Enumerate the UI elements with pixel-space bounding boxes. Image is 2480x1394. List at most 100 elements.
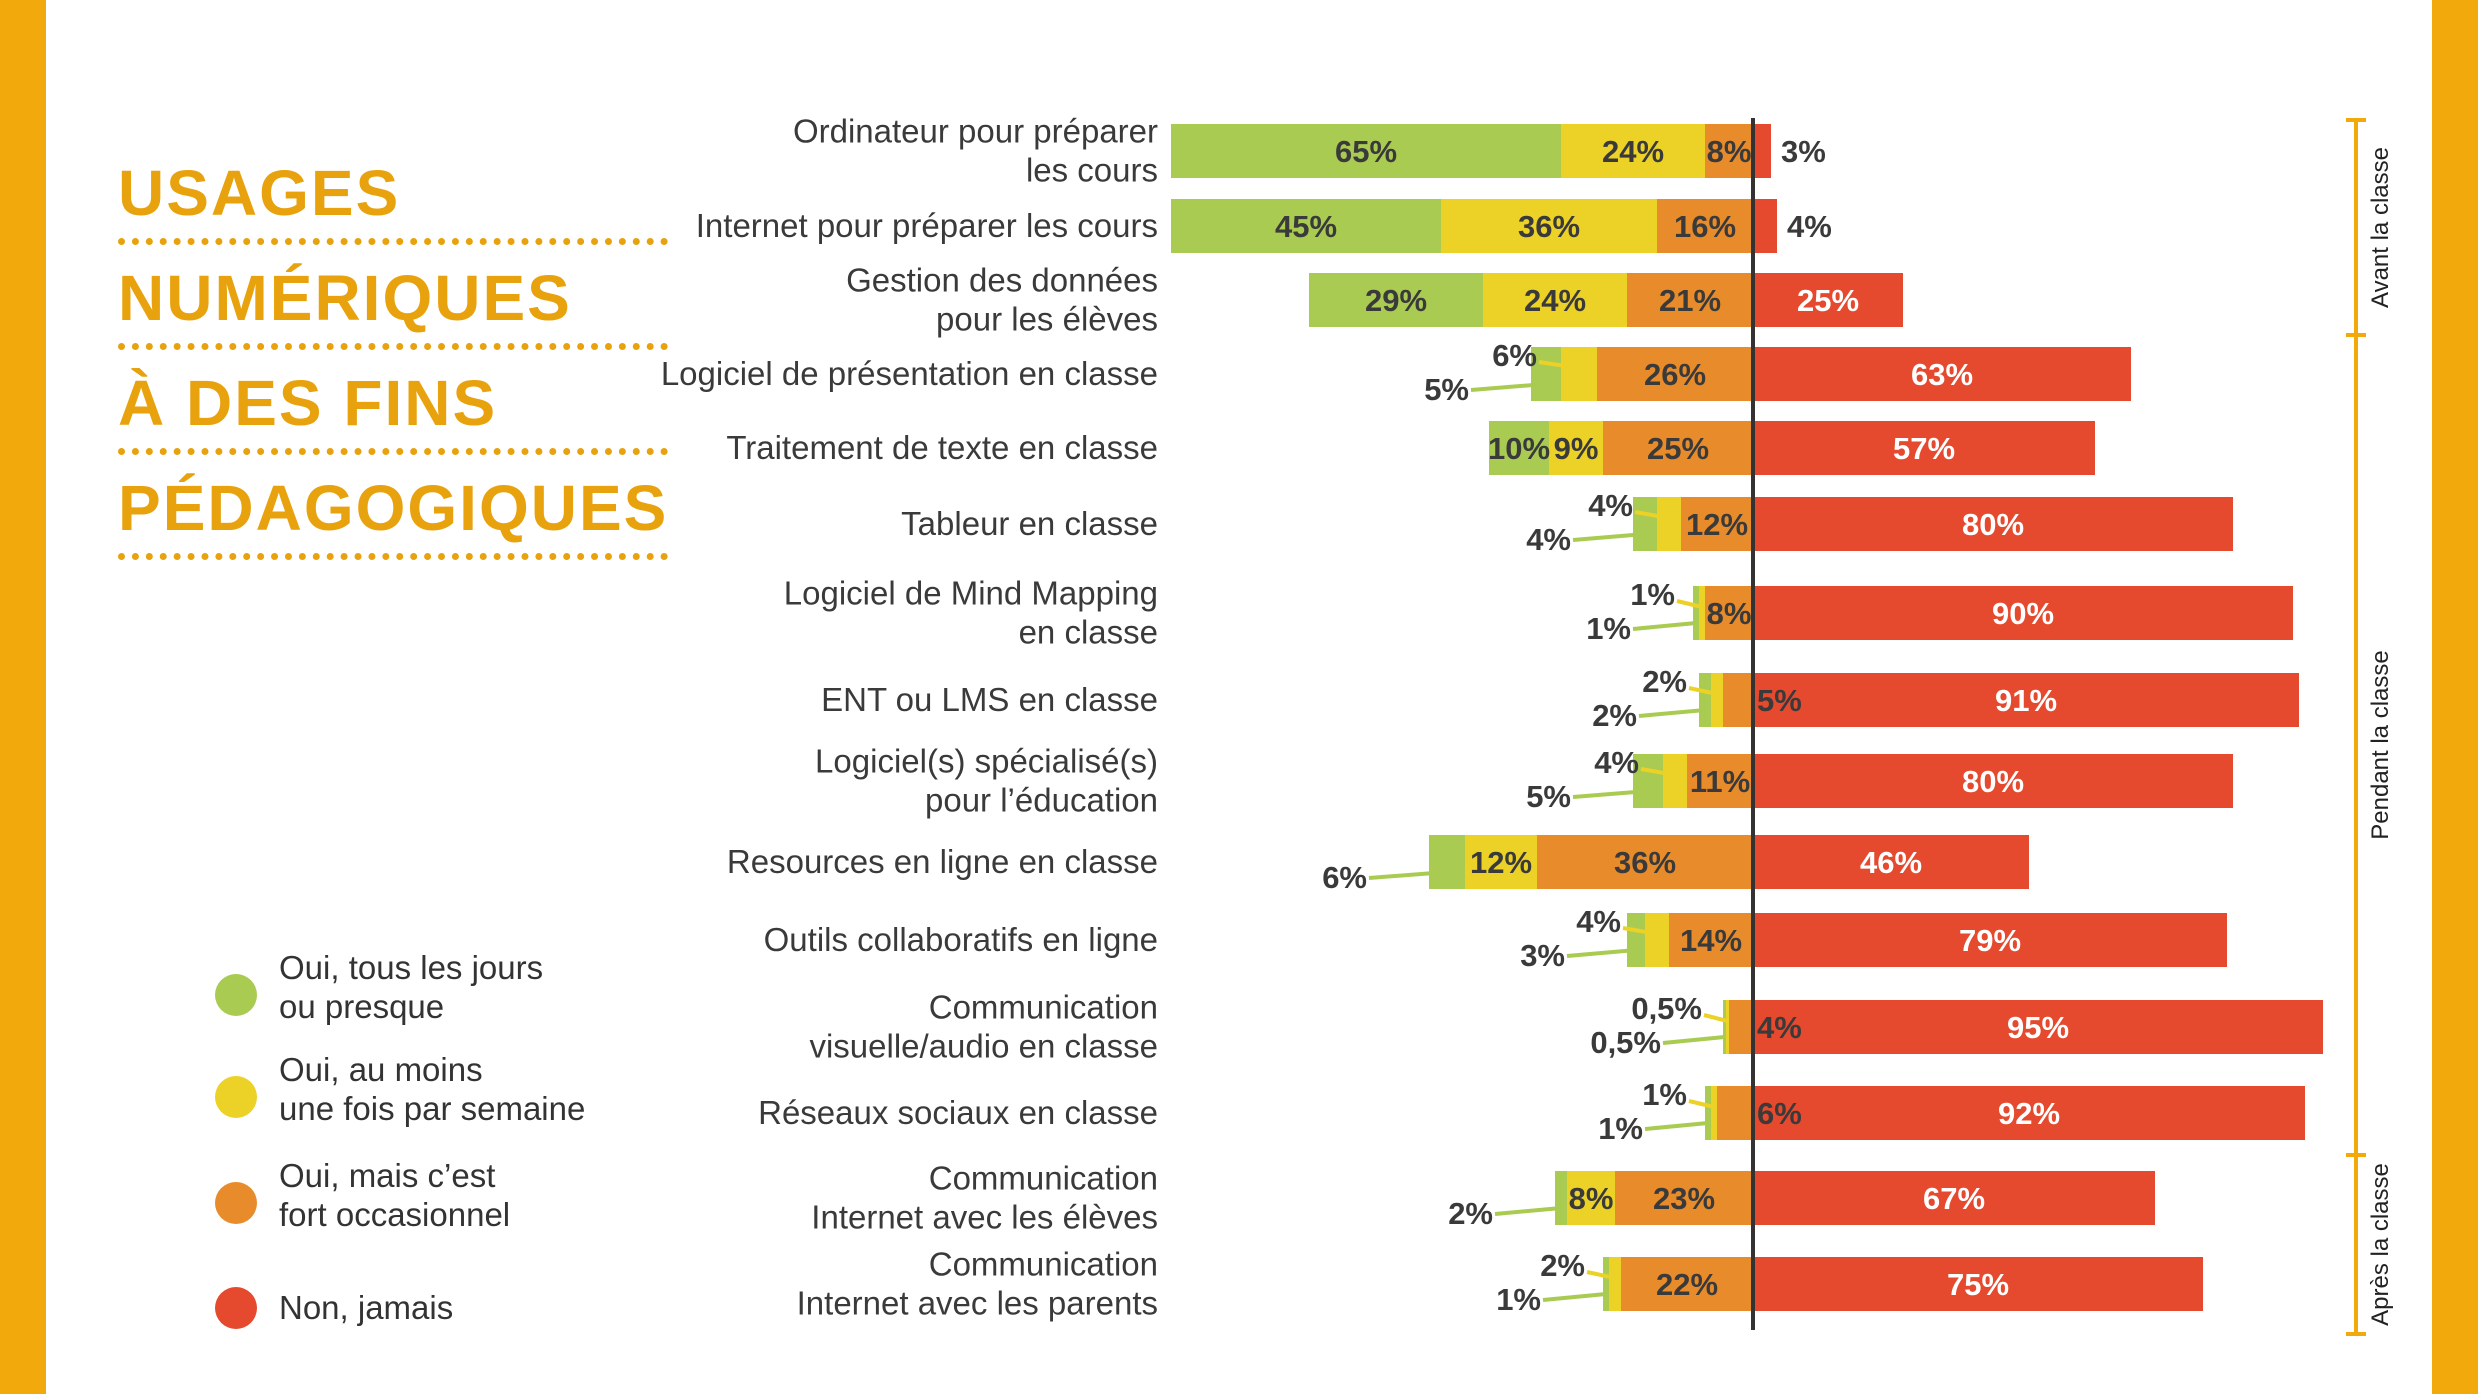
value-label-never-14: 75% <box>1947 1267 2009 1302</box>
title-line-4: PÉDAGOGIQUES <box>118 475 669 560</box>
bar-never-9 <box>1753 835 2029 889</box>
value-label-never-8: 80% <box>1962 764 2024 799</box>
value-label-never-12: 92% <box>1998 1096 2060 1131</box>
value-label-weekly-9: 12% <box>1470 845 1532 880</box>
value-label-occasional-1: 16% <box>1674 209 1736 244</box>
row-label-14-1: Internet avec les parents <box>797 1285 1158 1322</box>
value-label-weekly-13: 8% <box>1569 1181 1614 1216</box>
bar-daily-12 <box>1705 1086 1711 1140</box>
bar-occasional-5 <box>1681 497 1753 551</box>
bar-daily-8 <box>1633 754 1663 808</box>
bar-never-7 <box>1753 673 2299 727</box>
value-label-never-2: 25% <box>1797 283 1859 318</box>
left-frame-bar <box>0 0 46 1394</box>
bar-daily-11 <box>1723 1000 1726 1054</box>
value-label-occasional-13: 23% <box>1653 1181 1715 1216</box>
value-label-never-9: 46% <box>1860 845 1922 880</box>
leader-line-daily-13 <box>1494 1206 1562 1216</box>
row-label-14-0: Communication <box>929 1246 1158 1283</box>
value-label-daily-0: 65% <box>1335 134 1397 169</box>
row-label-9-0: Resources en ligne en classe <box>727 843 1158 880</box>
leader-line-daily-8 <box>1572 789 1649 799</box>
legend-dot-occasional <box>215 1182 257 1224</box>
bar-daily-6 <box>1693 586 1699 640</box>
bar-weekly-0 <box>1561 124 1705 178</box>
bar-weekly-3 <box>1561 347 1597 401</box>
row-label-11-1: visuelle/audio en classe <box>809 1028 1158 1065</box>
bar-daily-4 <box>1489 421 1549 475</box>
leader-line-daily-11 <box>1662 1035 1725 1045</box>
title-line-1: USAGES <box>118 160 669 245</box>
value-label-weekly-5: 4% <box>1588 488 1633 523</box>
title-line-2: NUMÉRIQUES <box>118 265 669 350</box>
leader-line-weekly-11 <box>1703 1013 1728 1023</box>
row-label-8-1: pour l’éducation <box>925 782 1158 819</box>
value-label-never-3: 63% <box>1911 357 1973 392</box>
bar-weekly-10 <box>1645 913 1669 967</box>
value-label-occasional-3: 26% <box>1644 357 1706 392</box>
value-label-daily-9: 6% <box>1322 860 1367 895</box>
row-label-0-1: les cours <box>1026 152 1158 189</box>
bar-occasional-8 <box>1687 754 1753 808</box>
leader-line-daily-5 <box>1572 532 1646 542</box>
legend-dot-daily <box>215 974 257 1016</box>
value-label-weekly-4: 9% <box>1554 431 1599 466</box>
legend-label-never: Non, jamais <box>279 1288 699 1327</box>
legend-dot-never <box>215 1287 257 1329</box>
value-label-weekly-11: 0,5% <box>1631 991 1702 1026</box>
bar-never-5 <box>1753 497 2233 551</box>
row-label-10-0: Outils collaboratifs en ligne <box>764 921 1158 958</box>
right-frame-bar <box>2432 0 2478 1394</box>
leader-line-daily-10 <box>1566 948 1637 958</box>
value-label-occasional-14: 22% <box>1656 1267 1718 1302</box>
value-label-occasional-11: 4% <box>1757 1010 1802 1045</box>
legend-daily-line-2: ou presque <box>279 988 445 1025</box>
bar-occasional-12 <box>1717 1086 1753 1140</box>
bar-weekly-6 <box>1699 586 1705 640</box>
value-label-weekly-12: 1% <box>1642 1077 1687 1112</box>
bar-weekly-13 <box>1567 1171 1615 1225</box>
value-label-daily-13: 2% <box>1448 1196 1493 1231</box>
value-label-daily-4: 10% <box>1488 431 1550 466</box>
row-label-2-0: Gestion des données <box>846 262 1158 299</box>
value-label-daily-6: 1% <box>1586 611 1631 646</box>
bar-daily-13 <box>1555 1171 1567 1225</box>
leader-line-daily-9 <box>1368 870 1448 880</box>
value-label-weekly-0: 24% <box>1602 134 1664 169</box>
value-label-daily-8: 5% <box>1526 779 1571 814</box>
leader-line-weekly-6 <box>1676 599 1703 609</box>
row-label-1-0: Internet pour préparer les cours <box>696 207 1158 244</box>
value-label-occasional-2: 21% <box>1659 283 1721 318</box>
bar-never-0 <box>1753 124 1771 178</box>
bar-weekly-1 <box>1441 199 1657 253</box>
bar-daily-9 <box>1429 835 1465 889</box>
bar-daily-5 <box>1633 497 1657 551</box>
bar-weekly-2 <box>1483 273 1627 327</box>
bar-occasional-2 <box>1627 273 1753 327</box>
bar-daily-3 <box>1531 347 1561 401</box>
bar-weekly-8 <box>1663 754 1687 808</box>
bar-never-8 <box>1753 754 2233 808</box>
value-label-weekly-8: 4% <box>1594 745 1639 780</box>
bar-never-10 <box>1753 913 2227 967</box>
leader-line-daily-6 <box>1632 621 1697 631</box>
bar-occasional-6 <box>1705 586 1753 640</box>
value-label-weekly-10: 4% <box>1576 904 1621 939</box>
row-label-7-0: ENT ou LMS en classe <box>821 681 1158 718</box>
value-label-weekly-2: 24% <box>1524 283 1586 318</box>
leader-line-daily-12 <box>1644 1121 1709 1131</box>
value-label-occasional-8: 11% <box>1690 764 1750 799</box>
bar-occasional-7 <box>1723 673 1753 727</box>
bar-weekly-14 <box>1609 1257 1621 1311</box>
bar-daily-10 <box>1627 913 1645 967</box>
bar-weekly-4 <box>1549 421 1603 475</box>
bar-never-11 <box>1753 1000 2323 1054</box>
legend-daily-line-1: Oui, tous les jours <box>279 949 544 986</box>
bar-never-1 <box>1753 199 1777 253</box>
leader-line-weekly-7 <box>1688 686 1718 696</box>
value-label-daily-14: 1% <box>1496 1282 1541 1317</box>
bar-weekly-7 <box>1711 673 1723 727</box>
bar-daily-2 <box>1309 273 1483 327</box>
leader-line-weekly-10 <box>1622 926 1658 936</box>
